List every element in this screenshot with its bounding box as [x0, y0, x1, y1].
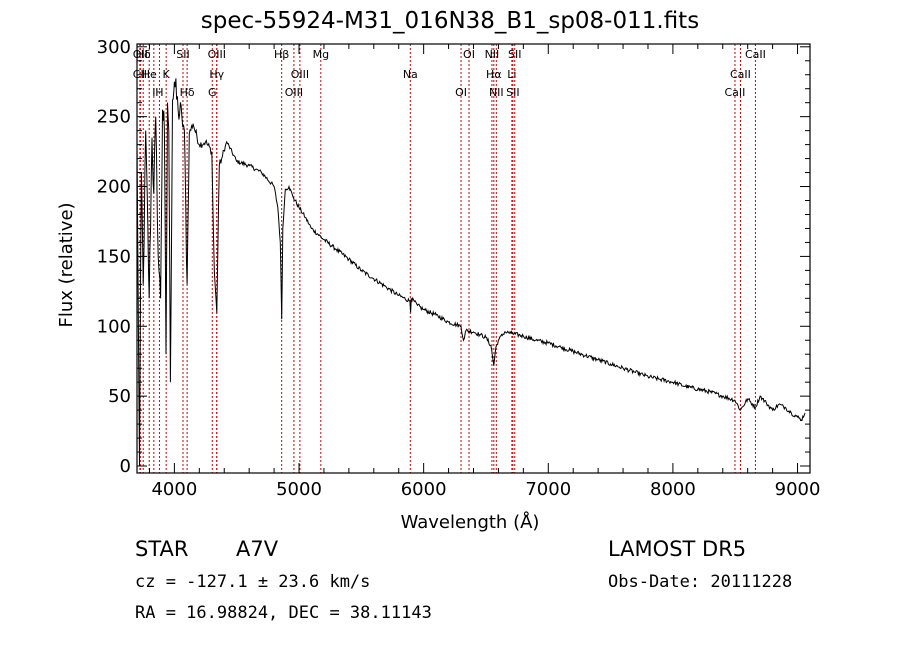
line-marker-label: NII: [489, 86, 504, 99]
line-marker-label: He: [142, 68, 157, 81]
observation-date: Obs-Date: 20111228: [608, 572, 793, 592]
line-marker-group: [139, 44, 756, 473]
object-class: STAR: [135, 537, 189, 561]
line-marker-label: CaII: [730, 68, 751, 81]
line-marker-label: OI: [463, 48, 475, 61]
line-marker-label: G: [208, 86, 217, 99]
y-tick-label: 150: [97, 246, 131, 267]
axes: [136, 43, 811, 474]
ra-dec-readout: RA = 16.98824, DEC = 38.11143: [135, 603, 432, 623]
line-marker-label: Hβ: [274, 48, 289, 61]
y-tick-label: 50: [108, 386, 131, 407]
x-tick-label: 9000: [775, 479, 821, 500]
x-tick-label: 4000: [151, 479, 197, 500]
line-marker-label: OIII: [291, 68, 309, 81]
x-axis-label: Wavelength (Å): [401, 511, 540, 533]
tick-group: 4000 5000 6000 7000 8000 9000 0 50 100 150 200 250 3…: [97, 37, 821, 500]
x-tick-label: 5000: [276, 479, 322, 500]
line-marker-label: OII: [133, 48, 148, 61]
line-marker-label: SII: [508, 48, 521, 61]
line-marker-label: SII: [506, 86, 519, 99]
line-marker-label: Hδ: [136, 48, 151, 61]
line-marker-label: CaII: [745, 48, 766, 61]
x-tick-label: 6000: [401, 479, 447, 500]
y-tick-label: 250: [97, 107, 131, 128]
y-tick-label: 100: [97, 316, 131, 337]
line-marker-label: OIII: [208, 48, 226, 61]
chart-title: spec-55924-M31_016N38_B1_sp08-011.fits: [200, 8, 700, 34]
plot-frame: [136, 43, 811, 474]
redshift-readout: cz = -127.1 ± 23.6 km/s: [135, 572, 371, 592]
line-marker-label: K: [163, 68, 171, 81]
line-marker-labels: HδKHδOIIHeISIICIIHOIIIHγGHβOIIIOIIIMgNaO…: [133, 48, 766, 99]
line-marker-label: Hδ: [180, 86, 195, 99]
line-marker-label: Hα: [486, 68, 502, 81]
y-tick-label: 300: [97, 37, 131, 58]
line-marker-label: Mg: [313, 48, 329, 61]
spectrum-line: [136, 78, 806, 467]
object-subclass: A7V: [236, 537, 279, 561]
line-marker-label: I: [152, 86, 155, 99]
y-axis-label: Flux (relative): [56, 202, 77, 327]
x-tick-label: 8000: [650, 479, 696, 500]
line-marker-label: OIII: [285, 86, 303, 99]
line-marker-label: SII: [176, 48, 189, 61]
x-tick-label: 7000: [525, 479, 571, 500]
line-marker-label: CII: [133, 68, 147, 81]
y-tick-label: 200: [97, 177, 131, 198]
line-marker-label: Na: [403, 68, 418, 81]
survey-name: LAMOST DR5: [608, 537, 747, 561]
line-marker-label: Li: [507, 68, 516, 81]
line-marker-label: H: [155, 86, 163, 99]
line-marker-label: CaII: [725, 86, 746, 99]
line-marker-label: NII: [485, 48, 500, 61]
spectrum-series: [136, 78, 806, 467]
y-tick-label: 0: [120, 456, 131, 477]
line-marker-label: OI: [455, 86, 467, 99]
line-marker-label: Hγ: [209, 68, 224, 81]
